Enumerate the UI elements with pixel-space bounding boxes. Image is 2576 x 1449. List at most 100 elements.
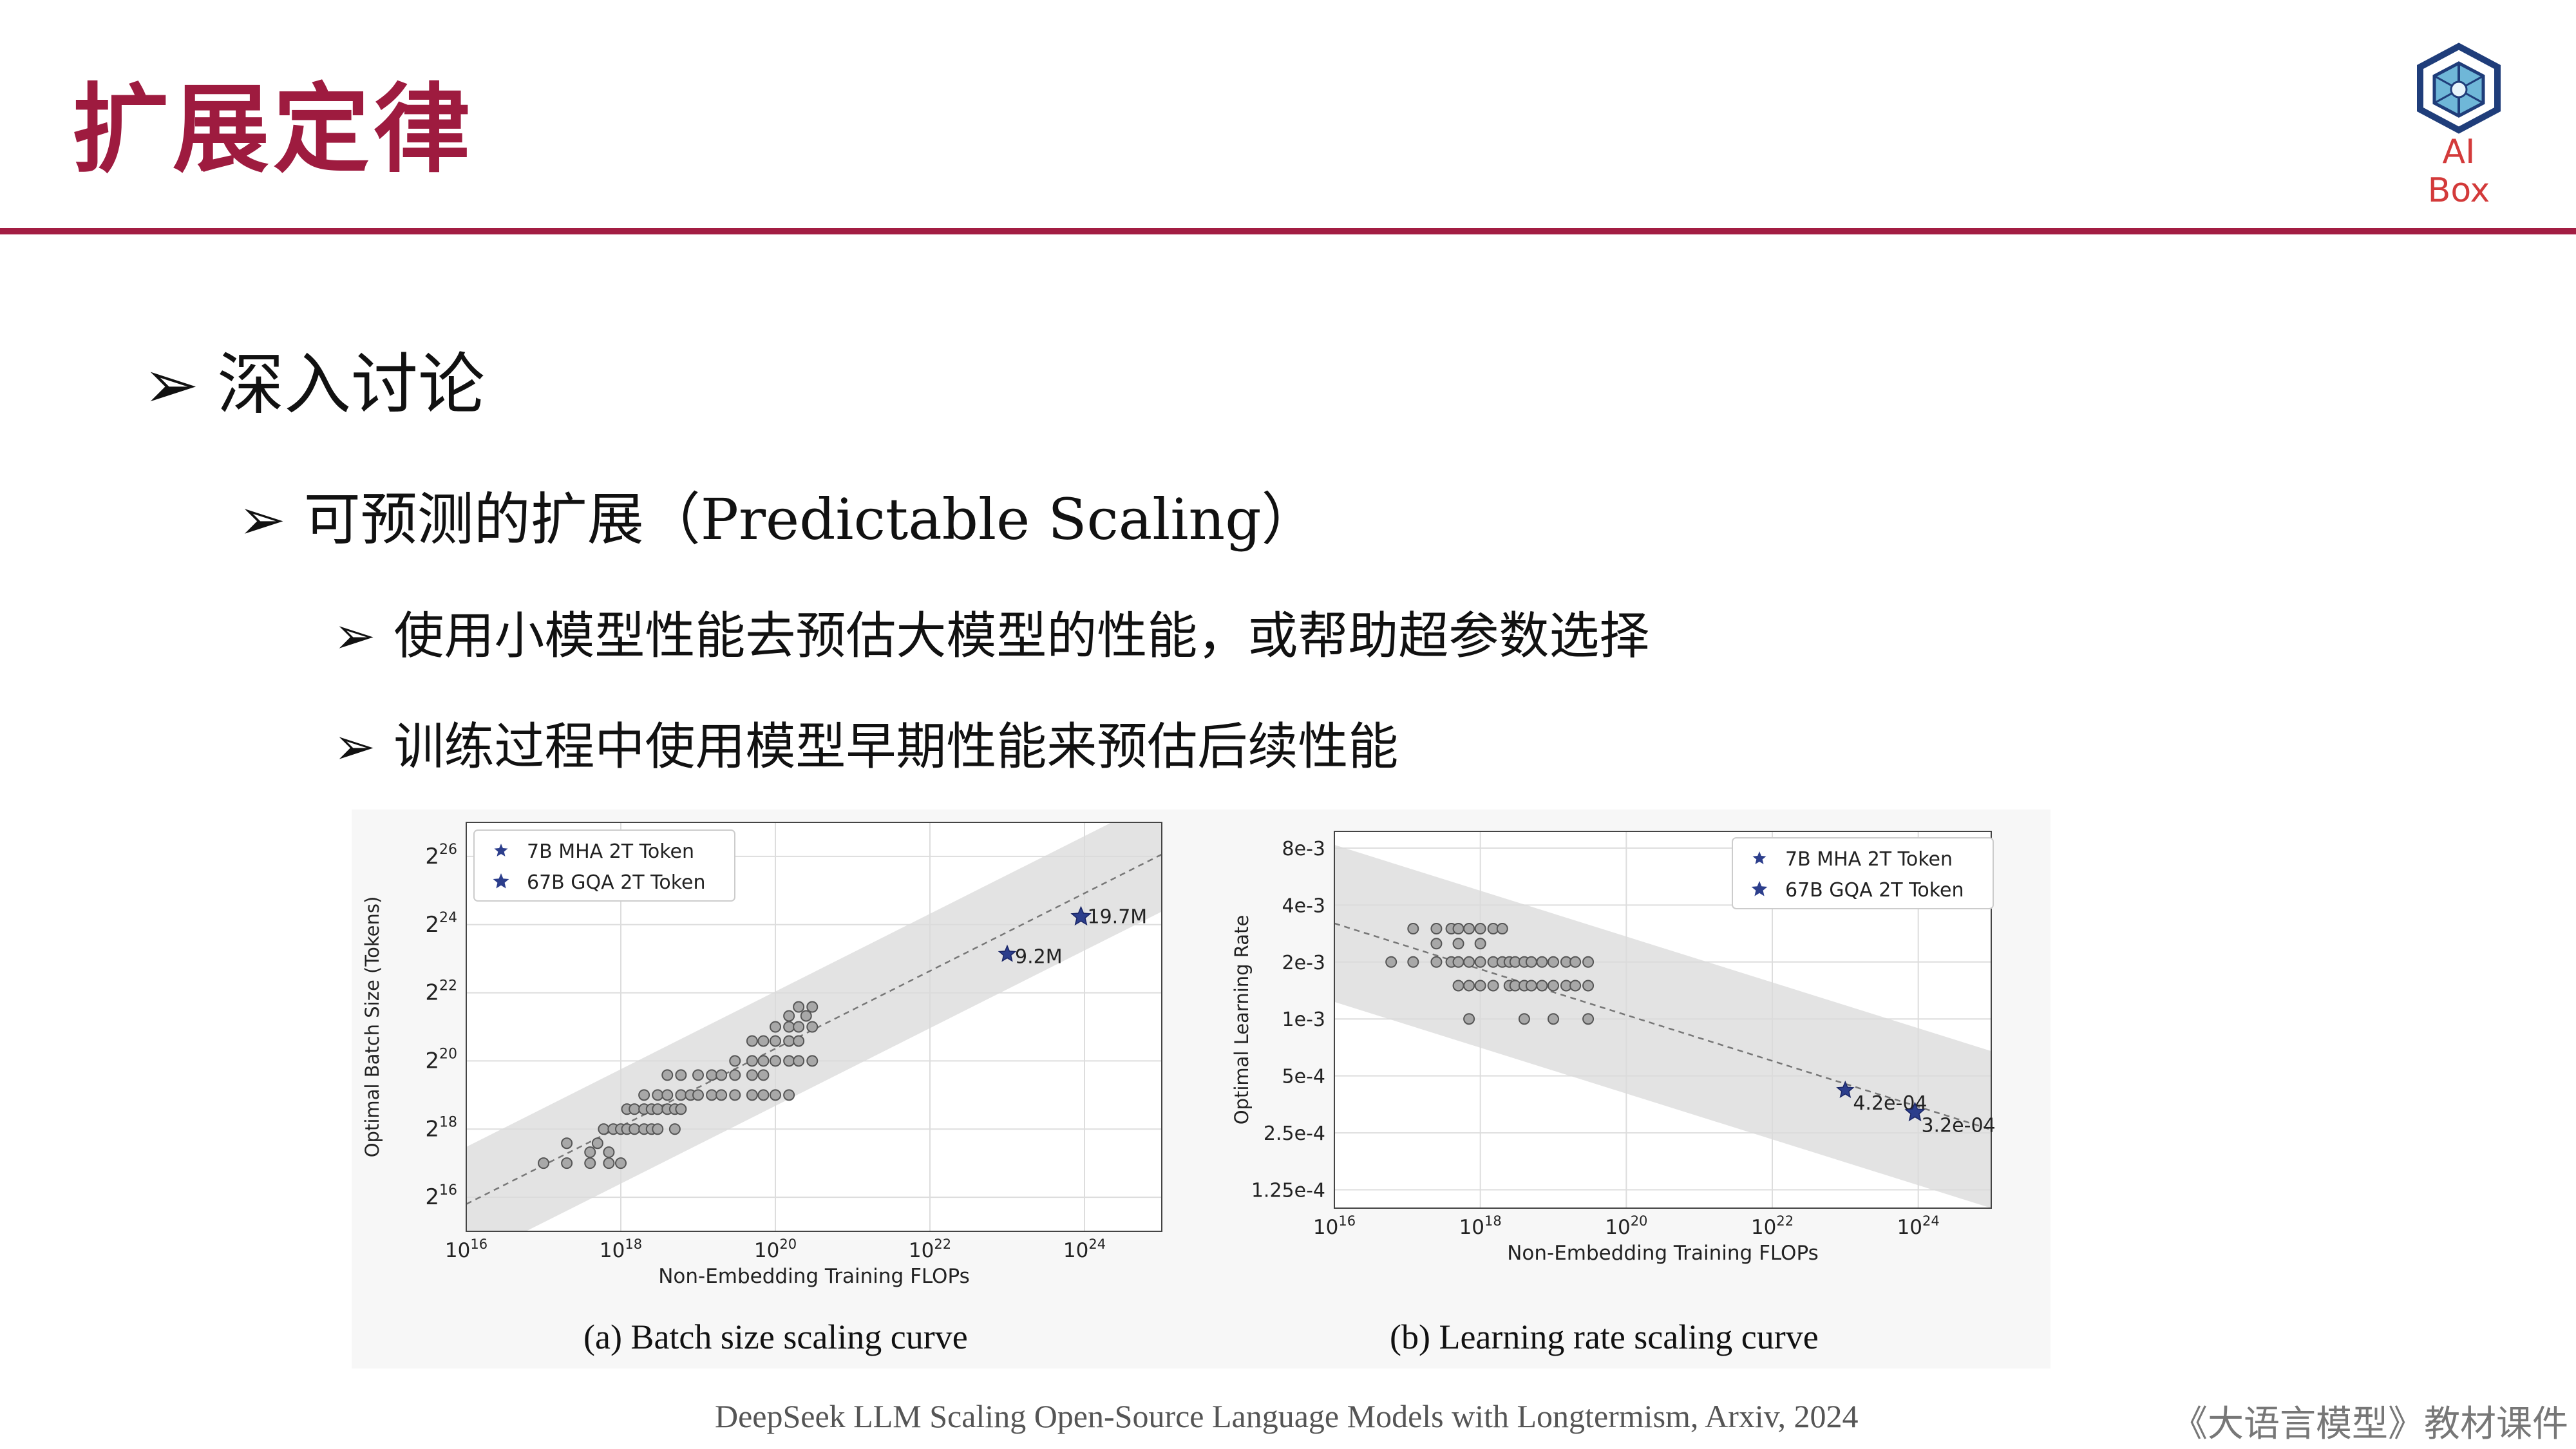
grid-search-point	[661, 1069, 674, 1081]
star-data-label: 3.2e-04	[1921, 1115, 1995, 1137]
grid-search-point	[806, 1001, 819, 1013]
x-tick-label: 1016	[1313, 1213, 1356, 1239]
legend-entry: 67B GQA 2T Token	[527, 871, 706, 894]
x-tick-label: 1020	[754, 1236, 797, 1262]
x-tick-label: 1016	[445, 1236, 488, 1262]
grid-search-point	[729, 1089, 741, 1101]
grid-search-point	[603, 1157, 615, 1170]
grid-search-point	[1474, 980, 1486, 992]
y-axis-label: Optimal Batch Size (Tokens)	[361, 896, 383, 1158]
source-citation: DeepSeek LLM Scaling Open-Source Languag…	[715, 1398, 1859, 1434]
grid-search-point	[793, 1055, 805, 1067]
legend-box	[1732, 837, 1994, 909]
x-tick-label: 1022	[909, 1236, 951, 1262]
caption-a: (a) Batch size scaling curve	[583, 1318, 968, 1356]
grid-search-point	[1430, 956, 1443, 968]
grid-search-point	[706, 1069, 718, 1081]
grid-search-point	[603, 1146, 615, 1159]
x-tick-label: 1018	[600, 1236, 642, 1262]
y-tick-label: 2e-3	[1282, 952, 1325, 974]
grid-search-point	[757, 1055, 770, 1067]
grid-search-point	[561, 1137, 573, 1150]
grid-search-point	[1569, 980, 1582, 992]
x-tick-label: 1020	[1605, 1213, 1647, 1239]
aibox-logo-icon	[2417, 43, 2501, 134]
grid-search-point	[783, 1089, 795, 1101]
grid-search-point	[652, 1123, 664, 1135]
grid-search-point	[770, 1021, 781, 1033]
fit-line	[1334, 922, 1991, 1131]
grid-search-point	[629, 1123, 641, 1135]
grid-search-point	[1548, 956, 1559, 968]
grid-search-point	[1452, 923, 1464, 935]
grid-search-point	[757, 1089, 770, 1101]
series-star-point	[1836, 1080, 1855, 1098]
y-tick-label: 2.5e-4	[1264, 1122, 1325, 1145]
grid-search-point	[598, 1123, 610, 1135]
grid-search-point	[1452, 956, 1464, 968]
grid-search-point	[1407, 923, 1419, 935]
series-star-point	[998, 944, 1017, 962]
grid-search-point	[770, 1055, 781, 1067]
grid-search-point	[1463, 1013, 1475, 1025]
grid-search-point	[800, 1010, 812, 1022]
y-tick-label: 8e-3	[1282, 838, 1325, 860]
grid-search-point	[1463, 980, 1475, 992]
grid-search-point	[1582, 1013, 1595, 1025]
legend-entry: 7B MHA 2T Token	[1785, 848, 1953, 871]
grid-search-point	[757, 1069, 770, 1081]
grid-search-point	[793, 1035, 805, 1047]
x-tick-label: 1022	[1751, 1213, 1794, 1239]
grid-search-point	[675, 1103, 687, 1115]
arrow-bullet-icon: ➢	[334, 607, 376, 665]
y-tick-label: 5e-4	[1282, 1066, 1325, 1088]
arrow-bullet-icon: ➢	[334, 718, 376, 776]
grid-search-point	[675, 1069, 687, 1081]
grid-search-point	[1518, 1013, 1530, 1025]
grid-search-point	[1463, 923, 1475, 935]
arrow-bullet-icon: ➢	[238, 486, 286, 553]
legend-star-icon	[493, 873, 509, 889]
x-tick-label: 1024	[1063, 1236, 1106, 1262]
grid-search-point	[729, 1055, 741, 1067]
bullet-text: 使用小模型性能去预估大模型的性能，或帮助超参数选择	[393, 607, 1650, 665]
bullet-text: 可预测的扩展（Predictable Scaling）	[303, 486, 1318, 553]
grid-search-point	[729, 1069, 741, 1081]
grid-search-point	[584, 1146, 596, 1159]
grid-search-point	[561, 1157, 573, 1170]
legend-entry: 67B GQA 2T Token	[1785, 879, 1964, 902]
bullet-text: 深入讨论	[217, 345, 486, 424]
y-axis-label: Optimal Learning Rate	[1231, 915, 1253, 1125]
grid-search-point	[770, 1089, 781, 1101]
grid-search-point	[1452, 980, 1464, 992]
slide-title: 扩展定律	[72, 74, 475, 186]
grid-search-point	[715, 1069, 728, 1081]
y-tick-label: 4e-3	[1282, 895, 1325, 917]
bullet-text: 训练过程中使用模型早期性能来预估后续性能	[393, 718, 1399, 776]
y-tick-label: 222	[425, 978, 457, 1006]
grid-search-point	[770, 1035, 781, 1047]
grid-search-point	[638, 1089, 650, 1101]
grid-search-point	[1582, 956, 1595, 968]
bullet-level2: ➢ 可预测的扩展（Predictable Scaling）	[238, 474, 1318, 556]
legend-star-icon	[1752, 851, 1766, 864]
grid-search-point	[783, 1021, 795, 1033]
grid-search-point	[1536, 956, 1548, 968]
grid-search-point	[1463, 956, 1475, 968]
y-tick-label: 218	[425, 1114, 457, 1142]
y-tick-label: 216	[425, 1182, 457, 1210]
grid-search-point	[746, 1069, 758, 1081]
grid-search-point	[1474, 956, 1486, 968]
logo-text: AI Box	[2427, 133, 2490, 210]
grid-search-point	[629, 1103, 641, 1115]
grid-search-point	[783, 1055, 795, 1067]
axes-frame	[1334, 831, 1992, 1209]
grid-search-point	[591, 1137, 603, 1150]
grid-search-point	[584, 1157, 596, 1170]
grid-search-point	[1569, 956, 1582, 968]
bullet-level3-second: ➢ 训练过程中使用模型早期性能来预估后续性能	[334, 706, 1398, 779]
grid-search-point	[1474, 938, 1486, 950]
arrow-bullet-icon: ➢	[143, 345, 200, 424]
x-axis-label: Non-Embedding Training FLOPs	[1507, 1242, 1819, 1265]
grid-search-point	[652, 1103, 664, 1115]
